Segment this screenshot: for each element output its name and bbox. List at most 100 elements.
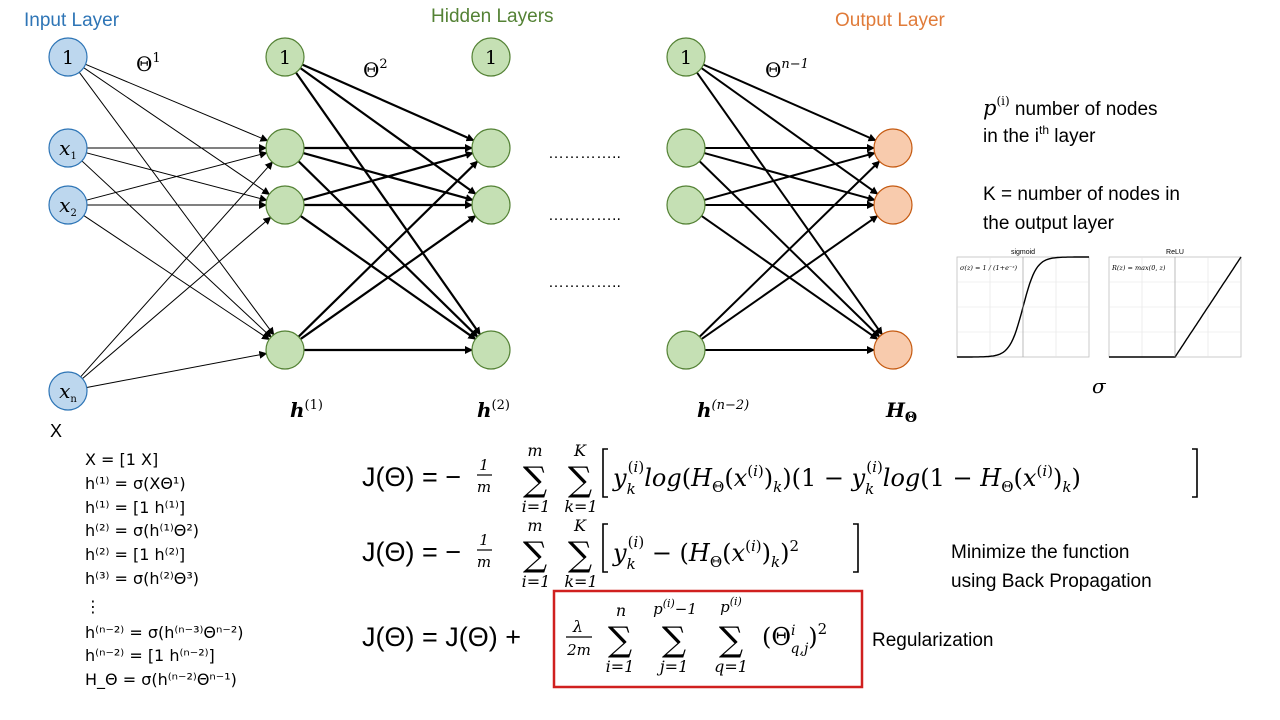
output-layer-header: Output Layer	[835, 10, 946, 31]
connection-arrow	[86, 350, 268, 388]
sigmoid-plot-title: sigmoid	[1011, 249, 1035, 256]
cf3-sum1-top: n	[616, 601, 626, 620]
hiddenn-node-3	[666, 330, 706, 370]
forward-eq-7: ⋮	[85, 597, 101, 616]
input-bias-node-label: 1	[62, 47, 74, 69]
connection-arrow	[81, 160, 272, 338]
forward-equations: X = [1 X] h⁽¹⁾ = σ(XΘ¹) h⁽¹⁾ = [1 h⁽¹⁾] h⁽²…	[85, 450, 244, 690]
connection-arrow	[82, 216, 272, 380]
k-note-line1: K = number of nodes in	[983, 184, 1180, 205]
hidden1-to-hidden2-connections	[295, 63, 481, 354]
hiddenn-node-1	[666, 128, 706, 168]
input-node-xn: xn	[48, 371, 88, 411]
cf3-body: (Θi q,j)2	[762, 620, 827, 657]
cf1-sum2: ∑	[568, 460, 592, 500]
hidden2-node-2	[471, 185, 511, 225]
forward-eq-5: h⁽²⁾ = [1 h⁽²⁾]	[85, 545, 185, 564]
p-note-line1: p(i) number of nodes	[983, 94, 1158, 120]
connection-arrow	[700, 67, 879, 195]
hidden1-bias-node: 1	[265, 37, 305, 77]
sigmoid-plot: sigmoid σ(z) = 1 / (1+e⁻ᶻ)	[956, 249, 1090, 358]
connection-arrow	[700, 215, 879, 340]
cf3-sum2-bot: j=1	[657, 657, 689, 676]
connection-arrow	[299, 215, 477, 340]
cf1-sum2-top: K	[573, 441, 587, 460]
regularization-label: Regularization	[872, 630, 993, 651]
connection-arrow	[301, 63, 475, 142]
ellipsis-row-1: …………..	[548, 145, 621, 162]
forward-eq-2: h⁽¹⁾ = σ(XΘ¹)	[85, 474, 186, 493]
forward-eq-10: H_Θ = σ(h⁽ⁿ⁻²⁾Θⁿ⁻¹)	[85, 670, 237, 690]
cf3-sum3: ∑	[719, 620, 743, 660]
forward-eq-8: h⁽ⁿ⁻²⁾ = σ(h⁽ⁿ⁻³⁾Θⁿ⁻²)	[85, 623, 244, 642]
input-layer-header: Input Layer	[24, 10, 120, 31]
cf3-frac-den: 2m	[566, 641, 591, 659]
forward-eq-6: h⁽³⁾ = σ(h⁽²⁾Θ³)	[85, 569, 199, 588]
cf2-sum1-bot: i=1	[522, 572, 551, 591]
hidden2-bias-node: 1	[471, 37, 511, 77]
input-node-xn-label: xn	[59, 379, 77, 405]
connection-arrow	[698, 160, 881, 338]
cf2-sum1-top: m	[527, 516, 542, 535]
connection-arrow	[303, 151, 474, 201]
hn-label: h(n−2)	[697, 398, 749, 422]
hiddenn-to-output-connections	[696, 63, 883, 354]
network-nodes: 1 x1 x2 xn 1 1 1	[48, 37, 913, 411]
relu-plot-title: ReLU	[1166, 249, 1184, 256]
forward-eq-9: h⁽ⁿ⁻²⁾ = [1 h⁽ⁿ⁻²⁾]	[85, 646, 215, 665]
sigma-label: σ	[1092, 374, 1107, 398]
forward-eq-3: h⁽¹⁾ = [1 h⁽¹⁾]	[85, 498, 185, 517]
cf3-sum2: ∑	[662, 620, 686, 660]
cf3-sum3-top: p(i)	[720, 595, 742, 616]
connection-arrow	[295, 71, 481, 336]
hidden-layers-header: Hidden Layers	[431, 6, 554, 27]
connection-arrow	[702, 63, 877, 142]
cf3-frac-num: λ	[572, 617, 583, 636]
cf1-sum2-bot: k=1	[564, 497, 597, 516]
input-node-x2: x2	[48, 185, 88, 225]
cf1-sum1-top: m	[527, 441, 542, 460]
cf2-body: yk(i) − (HΘ(x(i))k)2	[612, 533, 799, 573]
h1-label: h(1)	[290, 398, 323, 422]
minimize-line2: using Back Propagation	[951, 571, 1152, 592]
k-note-line2: the output layer	[983, 213, 1115, 234]
cf1-frac-num: 1	[479, 456, 489, 474]
connection-arrow	[704, 151, 876, 201]
cf2-sum2-bot: k=1	[564, 572, 597, 591]
hidden2-node-1	[471, 128, 511, 168]
cf1-frac-den: m	[477, 478, 491, 496]
forward-eq-1: X = [1 X]	[85, 450, 158, 469]
cf3-sum1-bot: i=1	[606, 657, 635, 676]
connection-arrow	[83, 67, 271, 195]
input-to-hidden1-connections	[78, 63, 275, 388]
minimize-line1: Minimize the function	[951, 542, 1129, 563]
hidden2-bias-node-label: 1	[485, 47, 497, 69]
sigmoid-plot-formula: σ(z) = 1 / (1+e⁻ᶻ)	[960, 264, 1018, 272]
cf2-sum1: ∑	[523, 535, 547, 575]
cf1-body: yk(i)log(HΘ(x(i))k)(1 − yk(i)log(1 − HΘ(…	[612, 458, 1081, 498]
output-node-1	[873, 128, 913, 168]
cost-function-regularized: J(Θ) = J(Θ) + λ 2m n ∑ i=1 p(i)−1 ∑ j=1 …	[362, 589, 864, 689]
activation-plots: sigmoid σ(z) = 1 / (1+e⁻ᶻ) ReLU R(z) = max(…	[956, 249, 1242, 358]
connection-arrow	[696, 71, 883, 336]
cf2-sum2-top: K	[573, 516, 587, 535]
x-layer-label: X	[50, 421, 62, 441]
connection-arrow	[78, 71, 275, 336]
hidden1-node-2	[265, 185, 305, 225]
output-node-2	[873, 185, 913, 225]
theta1-label: Θ1	[136, 51, 161, 76]
cf1-sum1-bot: i=1	[522, 497, 551, 516]
relu-plot-formula: R(z) = max(0, z)	[1111, 264, 1166, 272]
hidden1-node-1	[265, 128, 305, 168]
theta2-label: Θ2	[363, 57, 388, 82]
regularization-box	[552, 589, 864, 689]
input-node-x1-label: x1	[59, 136, 77, 162]
cf2-sum2: ∑	[568, 535, 592, 575]
connection-arrow	[80, 161, 274, 378]
cf3-sum3-bot: q=1	[714, 657, 748, 676]
hidden2-node-3	[471, 330, 511, 370]
thetan-label: Θn−1	[765, 57, 809, 82]
p-note-line2: in the ith layer	[983, 123, 1096, 147]
